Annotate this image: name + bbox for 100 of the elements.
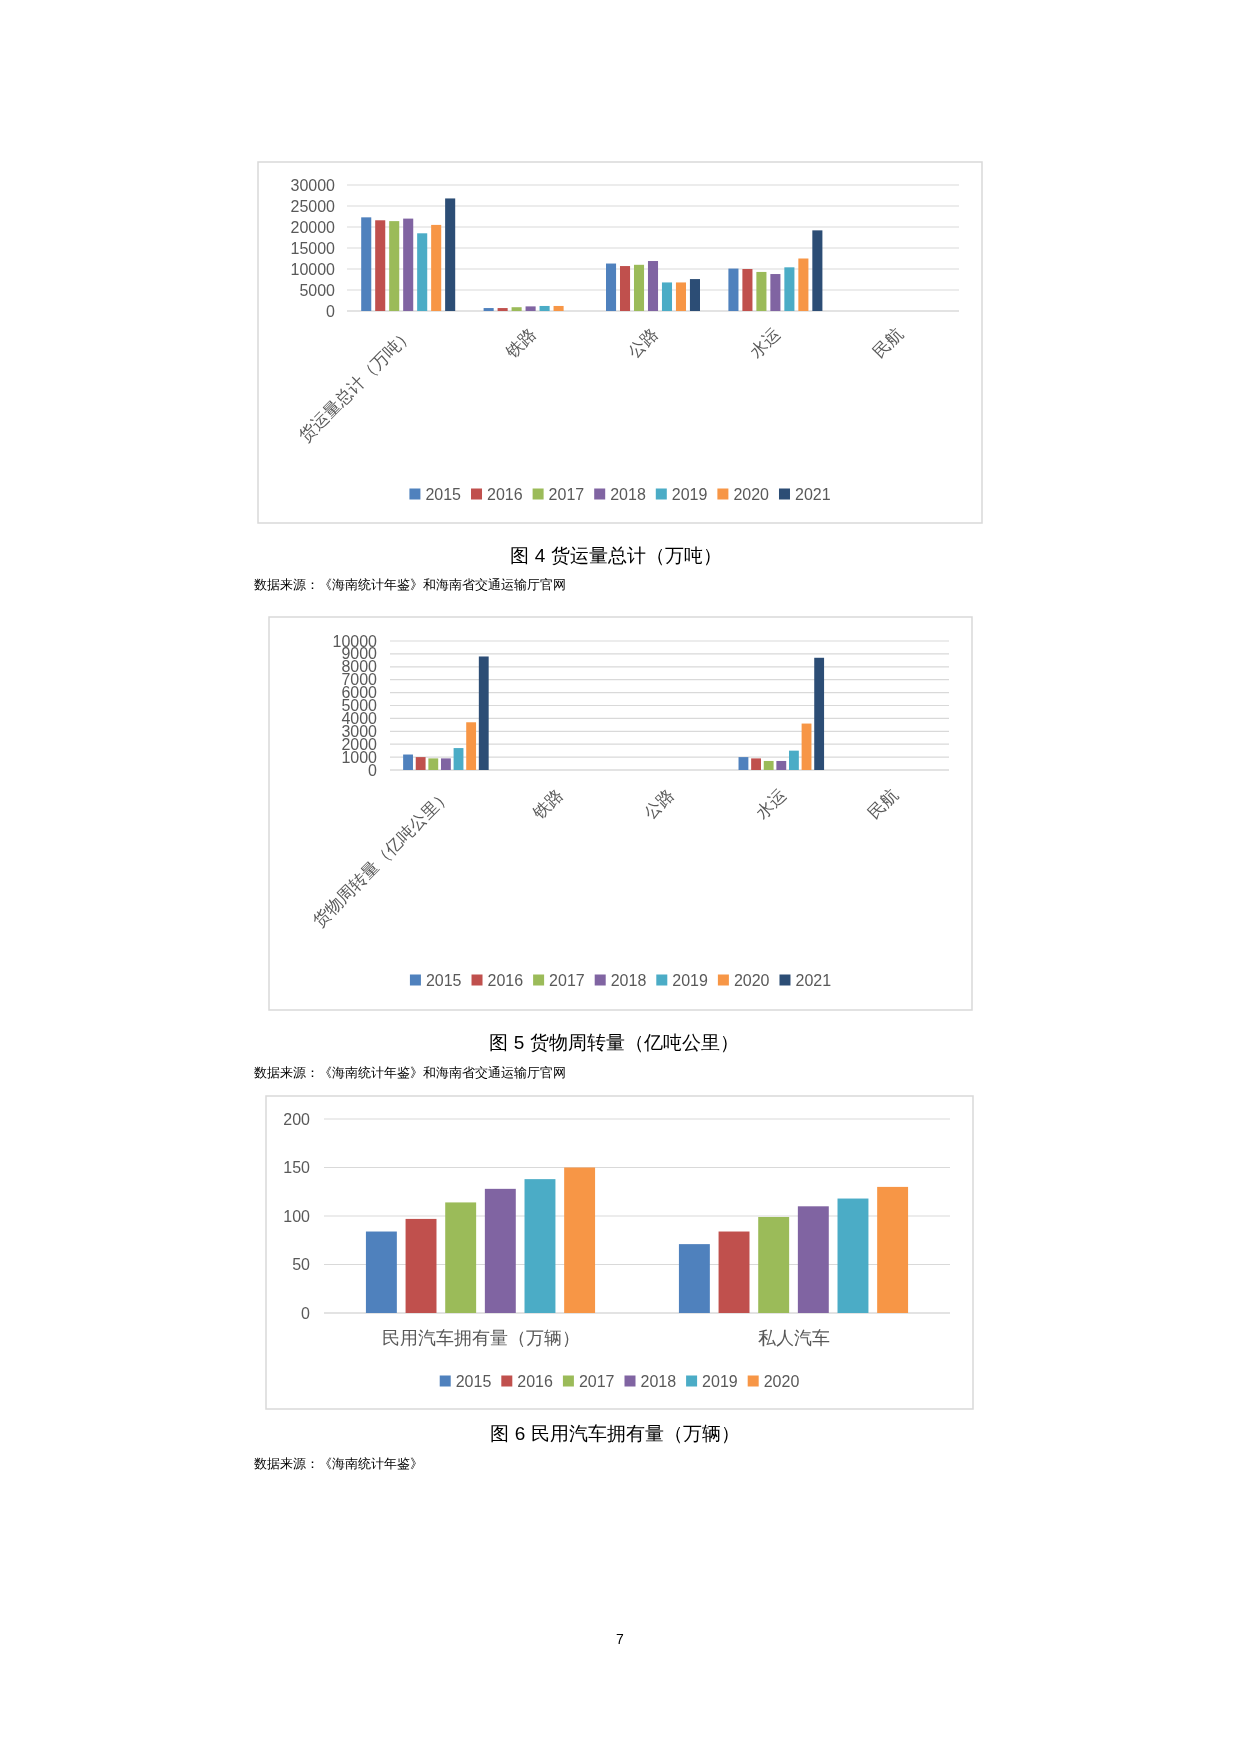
y-tick-label: 25000: [290, 197, 336, 215]
text: 图 4 货运量总计（万吨）: [510, 545, 722, 566]
bar: [756, 271, 767, 311]
x-tick-label: 私人汽车: [757, 1328, 830, 1348]
bar: [812, 230, 823, 311]
source-note: 数据来源：《海南统计年鉴》和海南省交通运输厅官网: [254, 577, 566, 592]
x-tick-label: 民航: [869, 324, 907, 362]
bar: [405, 1218, 437, 1313]
bar: [466, 722, 477, 770]
bar: [738, 757, 749, 770]
y-tick-label: 5000: [341, 697, 378, 714]
bar: [751, 758, 761, 770]
bar: [776, 760, 787, 770]
source-note: 数据来源：《海南统计年鉴》: [254, 1456, 423, 1471]
bar: [445, 198, 456, 311]
bar: [798, 258, 809, 311]
x-tick-label: 公路: [640, 785, 679, 823]
bar: [728, 268, 739, 311]
bar: [478, 656, 489, 770]
x-tick-label: 民用汽车拥有量（万辆）: [381, 1328, 580, 1348]
bar: [483, 308, 494, 311]
bar: [661, 282, 673, 311]
legend-label: 2021: [795, 971, 832, 989]
legend-label: 2018: [610, 971, 647, 989]
legend-label: 2015: [425, 971, 462, 989]
legend-label: 2019: [702, 1372, 738, 1390]
bar: [877, 1186, 909, 1313]
x-tick-label: 水运: [752, 785, 791, 823]
x-tick-label: 水运: [746, 324, 785, 362]
bar: [428, 758, 439, 770]
y-tick-label: 150: [283, 1159, 311, 1176]
bar: [633, 264, 645, 311]
y-tick-label: 50: [292, 1256, 311, 1273]
y-tick-label: 30000: [290, 176, 336, 194]
bar: [539, 305, 550, 311]
legend-label: 2015: [455, 1372, 492, 1390]
bar: [453, 748, 464, 770]
legend-label: 2020: [733, 971, 770, 989]
bar: [718, 1231, 750, 1313]
bar: [524, 1179, 556, 1313]
x-tick-label: 铁路: [528, 785, 567, 824]
bar: [417, 233, 428, 311]
legend-label: 2018: [610, 485, 646, 503]
source-note: 数据来源：《海南统计年鉴》和海南省交通运输厅官网: [254, 1065, 566, 1080]
bar: [797, 1206, 829, 1313]
legend-label: 2019: [671, 485, 708, 503]
bar: [497, 308, 508, 311]
bar: [801, 723, 812, 770]
bar: [375, 220, 386, 311]
bar: [361, 217, 372, 311]
bar: [553, 305, 564, 311]
legend-label: 2017: [578, 1372, 615, 1390]
bar: [675, 282, 687, 311]
x-tick-label: 铁路: [501, 324, 540, 363]
bar: [511, 307, 522, 311]
x-tick-label: 公路: [624, 324, 662, 362]
y-tick-label: 20000: [290, 218, 336, 236]
legend-label: 2020: [763, 1372, 800, 1390]
bar: [647, 261, 659, 311]
legend-label: 2015: [425, 485, 462, 503]
text: 图 6 民用汽车拥有量（万辆）: [490, 1423, 740, 1444]
legend-label: 2017: [549, 971, 585, 989]
bar: [619, 266, 631, 311]
bar: [415, 757, 426, 770]
bar: [440, 758, 451, 770]
x-tick-label: 民航: [864, 785, 902, 823]
bar: [403, 754, 413, 770]
bar: [770, 274, 781, 311]
bar: [763, 760, 774, 770]
legend-label: 2020: [733, 485, 770, 503]
x-tick-label: 货运量总计（万吨）: [295, 324, 418, 447]
legend-label: 2017: [548, 485, 585, 503]
bar: [389, 221, 400, 311]
bar: [689, 279, 700, 311]
bar: [445, 1202, 477, 1313]
bar: [564, 1167, 596, 1313]
bar: [814, 657, 825, 770]
bar: [784, 267, 795, 311]
y-tick-label: 10000: [290, 260, 336, 278]
bar: [606, 263, 617, 311]
legend-label: 2016: [487, 971, 524, 989]
bar: [678, 1244, 710, 1313]
bar: [758, 1216, 790, 1313]
bar: [365, 1231, 397, 1313]
y-tick-label: 200: [283, 1110, 311, 1128]
legend-label: 2019: [672, 971, 708, 989]
y-tick-label: 0: [301, 1304, 311, 1322]
bar: [742, 269, 753, 311]
bar: [431, 224, 442, 311]
y-tick-label: 0: [326, 302, 336, 320]
y-tick-label: 100: [283, 1207, 311, 1225]
legend-label: 2016: [517, 1372, 554, 1390]
x-tick-label: 货物周转量（亿吨公里）: [309, 785, 455, 932]
bar: [484, 1188, 516, 1313]
text: 图 5 货物周转量（亿吨公里）: [489, 1032, 739, 1053]
bar: [525, 306, 536, 311]
text: 7: [616, 1631, 625, 1647]
y-tick-label: 5000: [299, 281, 336, 299]
bar: [837, 1198, 869, 1313]
legend-label: 2016: [487, 485, 523, 503]
